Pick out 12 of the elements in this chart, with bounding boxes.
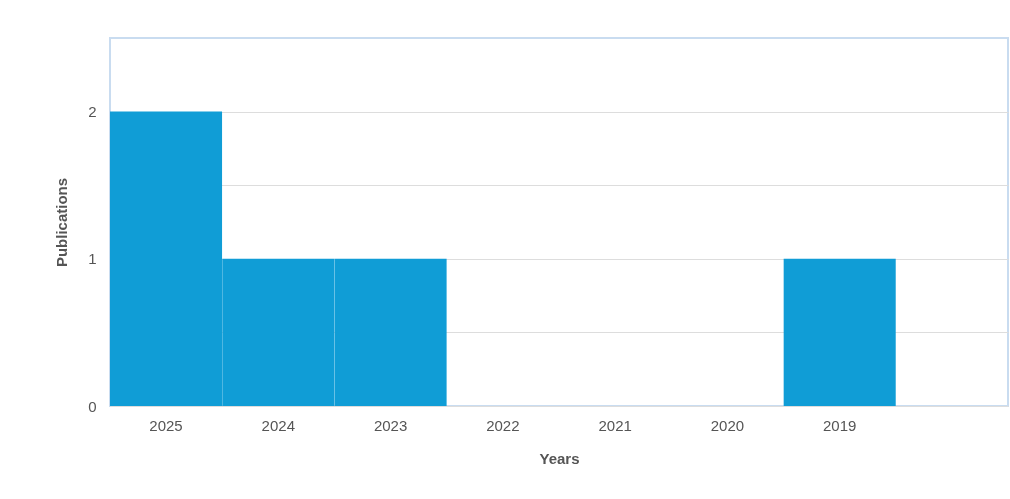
x-tick-label: 2020 bbox=[710, 416, 745, 434]
x-axis-title: Years bbox=[539, 449, 580, 467]
y-axis-title: Publications bbox=[53, 177, 71, 268]
x-tick-label: 2025 bbox=[149, 416, 183, 434]
x-tick-label: 2019 bbox=[823, 416, 857, 434]
y-tick-label: 2 bbox=[88, 103, 97, 121]
y-tick-label: 0 bbox=[88, 397, 97, 415]
y-tick-label: 1 bbox=[88, 250, 97, 268]
x-tick-label: 2021 bbox=[598, 416, 632, 434]
x-tick-label: 2022 bbox=[486, 416, 520, 434]
x-tick-label: 2023 bbox=[373, 416, 408, 434]
x-tick-label: 2024 bbox=[261, 416, 295, 434]
